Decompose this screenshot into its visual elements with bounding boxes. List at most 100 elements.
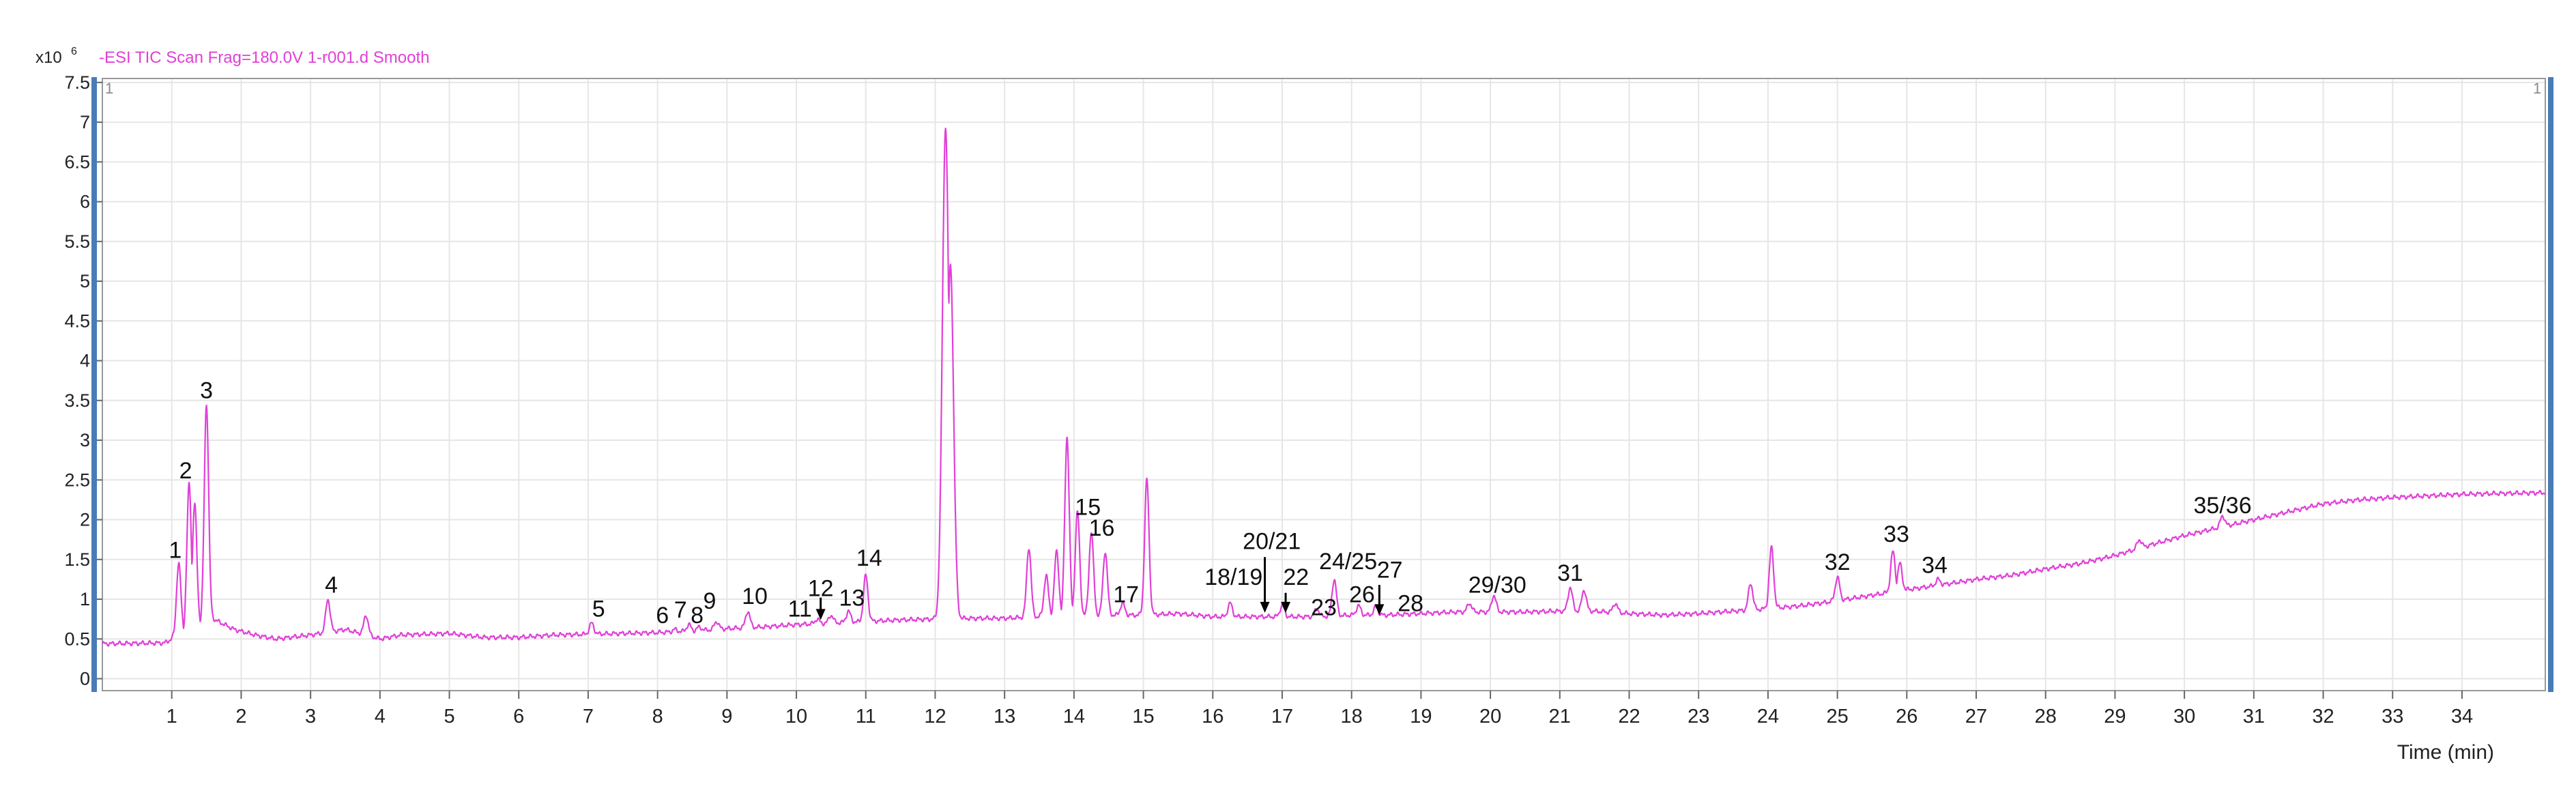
peak-annotation-label: 22 xyxy=(1283,564,1309,590)
peak-annotation-label: 29/30 xyxy=(1468,573,1526,599)
y-tick-label: 6.5 xyxy=(64,152,90,172)
peak-annotation-label: 13 xyxy=(839,585,865,611)
peak-annotation-label: 10 xyxy=(742,583,768,609)
peak-arrow-head xyxy=(1281,601,1291,613)
y-tick-label: 6 xyxy=(80,192,90,212)
cursor-left-label: 1 xyxy=(105,80,113,97)
x-tick-label: 20 xyxy=(1479,706,1501,727)
x-tick-label: 23 xyxy=(1688,706,1709,727)
x-tick-label: 31 xyxy=(2243,706,2265,727)
y-tick-label: 7.5 xyxy=(64,72,90,93)
peak-annotation-label: 1 xyxy=(169,537,182,563)
peak-arrow-head xyxy=(1374,604,1385,616)
peak-annotation-label: 4 xyxy=(325,573,338,599)
peak-arrow-head xyxy=(815,609,826,620)
x-tick-label: 33 xyxy=(2382,706,2403,727)
peak-annotation-label: 18/19 xyxy=(1204,564,1262,590)
x-tick-label: 6 xyxy=(513,706,524,727)
x-tick-label: 7 xyxy=(583,706,594,727)
x-tick-label: 9 xyxy=(721,706,732,727)
x-tick-label: 34 xyxy=(2451,706,2473,727)
y-tick-label: 4.5 xyxy=(64,311,90,331)
x-tick-label: 19 xyxy=(1410,706,1432,727)
y-tick-label: 7 xyxy=(80,112,90,132)
chart-title: -ESI TIC Scan Frag=180.0V 1-r001.d Smoot… xyxy=(99,48,429,67)
plot-frame xyxy=(102,78,2546,691)
x-tick-label: 13 xyxy=(994,706,1015,727)
tic-trace-line xyxy=(101,128,2546,647)
peak-annotation-label: 11 xyxy=(787,596,811,622)
y-tick-label: 3.5 xyxy=(64,390,90,411)
peak-annotation-label: 34 xyxy=(1922,553,1948,579)
y-multiplier-exponent: 6 xyxy=(71,46,77,57)
peak-annotation-label: 8 xyxy=(691,603,704,629)
x-tick-label: 3 xyxy=(305,706,316,727)
y-tick-label: 3 xyxy=(80,430,90,450)
x-tick-label: 22 xyxy=(1618,706,1640,727)
peak-annotation-label: 20/21 xyxy=(1243,529,1301,555)
x-tick-label: 15 xyxy=(1132,706,1154,727)
y-tick-label: 1 xyxy=(80,589,90,609)
peak-annotation-label: 17 xyxy=(1113,582,1139,608)
y-tick-label: 4 xyxy=(80,351,90,371)
y-tick-label: 0.5 xyxy=(64,629,90,649)
peak-annotation-label: 24/25 xyxy=(1319,549,1377,575)
y-tick-label: 5.5 xyxy=(64,231,90,252)
peak-annotation-label: 35/36 xyxy=(2194,493,2252,519)
x-tick-label: 25 xyxy=(1826,706,1848,727)
peak-annotation-label: 3 xyxy=(200,377,213,403)
peak-annotation-label: 2 xyxy=(179,458,192,484)
peak-annotation-label: 15 xyxy=(1075,495,1101,521)
peak-annotation-label: 28 xyxy=(1398,591,1423,617)
x-tick-label: 21 xyxy=(1549,706,1571,727)
x-tick-label: 1 xyxy=(167,706,177,727)
peak-annotation-label: 12 xyxy=(808,575,834,601)
x-tick-label: 4 xyxy=(375,706,386,727)
y-tick-label: 2 xyxy=(80,510,90,530)
peak-annotation-label: 26 xyxy=(1349,582,1375,608)
peak-annotation-label: 32 xyxy=(1825,549,1851,575)
x-tick-label: 5 xyxy=(444,706,454,727)
cursor-right-label: 1 xyxy=(2533,80,2541,97)
x-tick-label: 10 xyxy=(785,706,807,727)
peak-arrow-head xyxy=(1260,601,1270,613)
peak-annotation-label: 23 xyxy=(1311,594,1337,620)
y-tick-label: 5 xyxy=(80,271,90,291)
peak-annotation-label: 7 xyxy=(674,597,687,623)
peak-annotation-label: 5 xyxy=(592,596,605,622)
x-tick-label: 32 xyxy=(2312,706,2334,727)
x-tick-label: 18 xyxy=(1341,706,1363,727)
x-tick-label: 11 xyxy=(856,706,876,727)
peak-annotation-label: 33 xyxy=(1883,521,1909,547)
x-tick-label: 16 xyxy=(1202,706,1224,727)
x-tick-label: 30 xyxy=(2173,706,2195,727)
peak-annotation-label: 14 xyxy=(856,545,882,571)
y-tick-label: 0 xyxy=(80,669,90,689)
y-axis-ticks: 0 0.5 1 1.5 2 2.5 3 3.5 4 4.5 5 5.5 6 6.5 7 7.5 xyxy=(64,72,102,689)
x-tick-label: 28 xyxy=(2035,706,2057,727)
x-axis-label: Time (min) xyxy=(2397,741,2494,764)
peak-annotation-label: 31 xyxy=(1557,560,1583,586)
x-tick-label: 26 xyxy=(1896,706,1917,727)
y-multiplier-label: x10 xyxy=(35,48,62,67)
x-tick-label: 2 xyxy=(235,706,246,727)
x-tick-label: 8 xyxy=(652,706,663,727)
y-tick-label: 1.5 xyxy=(64,549,90,570)
x-axis-ticks: 1 2 3 4 5 6 7 8 9 10 11 12 13 14 15 16 17 18 19 20 21 22 23 24 2… xyxy=(167,691,2473,727)
x-tick-label: 14 xyxy=(1063,706,1085,727)
peak-annotation-label: 9 xyxy=(703,588,716,614)
x-tick-label: 27 xyxy=(1965,706,1987,727)
x-tick-label: 24 xyxy=(1757,706,1779,727)
peak-annotation-label: 16 xyxy=(1089,515,1115,541)
x-tick-label: 17 xyxy=(1271,706,1293,727)
peak-arrows xyxy=(815,557,1385,620)
x-tick-label: 12 xyxy=(924,706,946,727)
y-tick-label: 2.5 xyxy=(64,470,90,490)
x-tick-label: 29 xyxy=(2104,706,2126,727)
peak-annotation-label: 27 xyxy=(1377,558,1403,583)
grid-lines xyxy=(102,78,2545,691)
